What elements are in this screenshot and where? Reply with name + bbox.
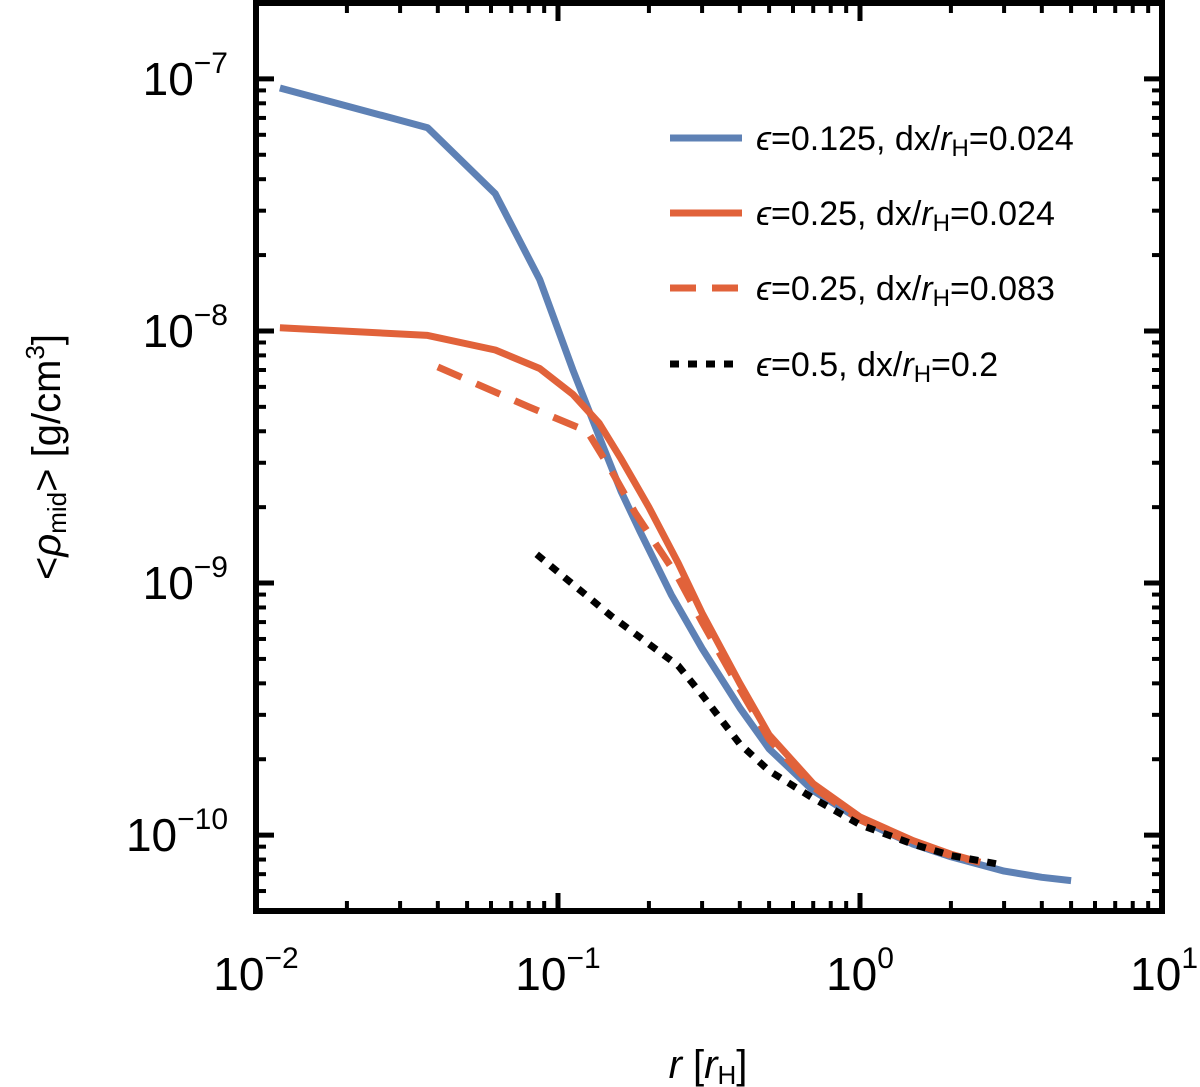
- x-tick-label: 100: [826, 942, 894, 1000]
- x-axis-title: r [rH]: [669, 1043, 748, 1087]
- y-tick-label: 10−8: [143, 299, 228, 357]
- y-tick-label: 10−7: [143, 47, 228, 105]
- legend-label-3: ϵ=0.5, dx/rH=0.2: [756, 346, 998, 388]
- legend-label-2: ϵ=0.25, dx/rH=0.083: [756, 270, 1055, 312]
- legend-label-1: ϵ=0.25, dx/rH=0.024: [756, 195, 1055, 237]
- x-tick-label: 101: [1130, 942, 1198, 1000]
- y-tick-label: 10−10: [126, 803, 228, 861]
- x-tick-label: 10−1: [515, 942, 600, 1000]
- legend-label-0: ϵ=0.125, dx/rH=0.024: [756, 120, 1074, 162]
- y-axis-title: <ρmid> [g/cm3]: [20, 334, 72, 580]
- series-line-eps05_dx02: [534, 551, 1005, 869]
- x-tick-label: 10−2: [213, 942, 298, 1000]
- x-tick-labels: 10−2 10−1 100 101: [213, 942, 1198, 1000]
- y-tick-label: 10−9: [143, 551, 228, 609]
- series-line-eps025_dx0024: [279, 324, 982, 866]
- series-layer: [278, 84, 1072, 885]
- y-tick-labels: 10−10 10−9 10−8 10−7: [126, 47, 228, 861]
- plot-frame: [253, 0, 1165, 914]
- series-line-eps025_dx0083: [436, 363, 981, 866]
- legend: ϵ=0.125, dx/rH=0.024 ϵ=0.25, dx/rH=0.024…: [670, 120, 1074, 388]
